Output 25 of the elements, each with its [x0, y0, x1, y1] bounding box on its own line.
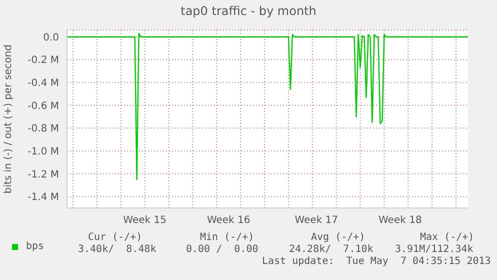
- y-tick-label: -0.8 M: [28, 124, 59, 135]
- y-tick-label: -0.6 M: [28, 100, 59, 112]
- y-tick-label: -1.0 M: [28, 146, 59, 158]
- y-tick-label: 0.0: [43, 32, 59, 44]
- x-tick-label: Week 15: [123, 215, 166, 226]
- text: Max (-/+): [420, 232, 474, 243]
- text: Min (-/+): [200, 232, 254, 243]
- text: 3.91M/112.34k: [395, 244, 474, 255]
- text: Cur (-/+): [88, 232, 142, 243]
- y-tick-label: -1.2 M: [28, 169, 59, 180]
- text: Avg (-/+): [311, 232, 366, 243]
- line-series: [66, 32, 469, 180]
- y-tick-label: -0.2 M: [28, 55, 59, 66]
- x-tick-label: Week 17: [294, 215, 338, 226]
- x-tick-label: Week 18: [378, 215, 422, 226]
- text: 3.40k/ 8.48k: [78, 244, 156, 255]
- y-axis-title: bits in (-) / out (+) per second: [3, 44, 14, 194]
- text: Last update: Tue May 7 04:35:15 2013: [262, 256, 491, 267]
- text: 0.00 / 0.00: [186, 244, 258, 255]
- chart-title: tap0 traffic - by month: [180, 4, 318, 18]
- text: 24.28k/ 7.10k: [289, 244, 374, 255]
- legend-label: bps: [26, 241, 44, 252]
- y-tick-label: -0.4 M: [28, 78, 59, 90]
- x-tick-label: Week 16: [206, 215, 250, 226]
- y-tick-label: -1.4 M: [28, 192, 59, 204]
